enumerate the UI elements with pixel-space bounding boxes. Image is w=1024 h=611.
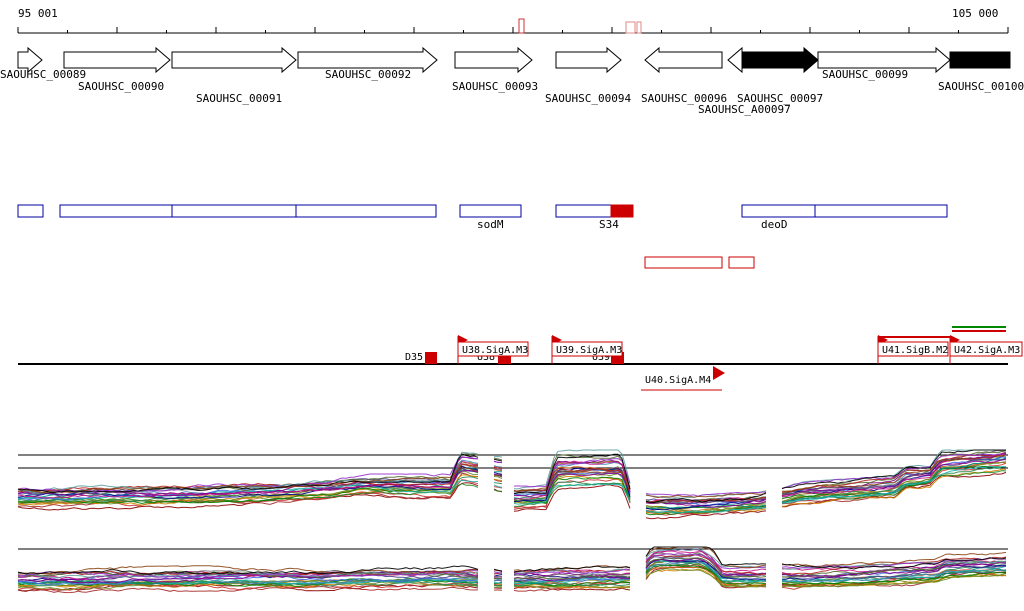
annotation-label: deoD: [761, 218, 788, 231]
tss-callout-box[interactable]: [877, 341, 949, 357]
expression-trace: [17, 453, 1007, 511]
expression-trace: [17, 462, 1007, 516]
gene-SAOUHSC_00099[interactable]: [817, 46, 951, 74]
annotation-box[interactable]: [59, 204, 437, 218]
expression-trace: [18, 557, 1007, 586]
gene-label: SAOUHSC_00096: [641, 92, 727, 105]
antisense-box[interactable]: [644, 256, 723, 269]
expression-trace: [17, 450, 1007, 504]
tss-feature-label: U39: [592, 352, 610, 363]
gene-SAOUHSC_00093[interactable]: [454, 46, 533, 74]
annotation-red-segment: [610, 204, 634, 218]
expression-trace: [17, 453, 1007, 504]
gene-label: SAOUHSC_00093: [452, 80, 538, 93]
expression-trace: [17, 453, 1007, 497]
annotation-label: sodM: [477, 218, 504, 231]
expression-trace: [17, 452, 1007, 503]
gene-SAOUHSC_00090[interactable]: [63, 46, 171, 74]
expression-trace: [17, 465, 1007, 514]
annotation-box[interactable]: [741, 204, 948, 218]
expression-trace: [17, 546, 1007, 575]
expression-trace: [17, 560, 1006, 587]
gene-SAOUHSC_00096[interactable]: [644, 46, 723, 74]
gene-SAOUHSC_00097[interactable]: [741, 46, 819, 74]
gene-SAOUHSC_00091[interactable]: [171, 46, 297, 74]
tss-callout-box[interactable]: [949, 341, 1023, 357]
gene-label: SAOUHSC_00089: [0, 68, 86, 81]
tss-callout-box[interactable]: [457, 341, 529, 357]
antisense-box[interactable]: [728, 256, 755, 269]
gene-SAOUHSC_00089[interactable]: [17, 46, 43, 74]
tss-callout-label: U42.SigA.M3: [954, 345, 1020, 356]
gene-label: SAOUHSC_00099: [822, 68, 908, 81]
gene-label: SAOUHSC_00100: [938, 80, 1024, 93]
gene-SAOUHSC_00094[interactable]: [555, 46, 622, 74]
annotation-box[interactable]: [459, 204, 522, 218]
ruler-feature-mark: [518, 18, 525, 34]
gene-label: SAOUHSC_00090: [78, 80, 164, 93]
expression-trace: [17, 546, 1007, 575]
ruler-end-label: 105 000: [952, 7, 999, 20]
tss-feature-label: U38: [477, 352, 495, 363]
expression-trace: [17, 449, 1006, 504]
tss-flag-icon: [713, 366, 725, 380]
tss-feature-label: D35: [405, 352, 423, 363]
expression-trace: [17, 553, 1007, 578]
expression-trace: [17, 552, 1007, 578]
tss-callout-label: U39.SigA.M3: [556, 345, 622, 356]
expression-trace: [17, 468, 1007, 515]
ruler-feature-mark: [636, 21, 642, 34]
gene-label: SAOUHSC_00092: [325, 68, 411, 81]
gene-SAOUHSC_00100[interactable]: [949, 51, 1011, 69]
gene-SAOUHSC_00092[interactable]: [297, 46, 438, 74]
tss-callout-label: U38.SigA.M3: [462, 345, 528, 356]
tss-callout-label: U41.SigB.M2: [882, 345, 948, 356]
tss-callout-box[interactable]: [551, 341, 623, 357]
gene-label: SAOUHSC_00094: [545, 92, 631, 105]
expression-trace: [17, 454, 1007, 499]
tss-callout-label: U40.SigA.M4: [645, 375, 711, 386]
expression-trace: [17, 461, 1007, 512]
annotation-label: S34: [599, 218, 619, 231]
gene-label: SAOUHSC_00097: [737, 92, 823, 105]
ruler-feature-mark: [625, 21, 636, 34]
ruler-start-label: 95 001: [18, 7, 58, 20]
gene-label: SAOUHSC_00091: [196, 92, 282, 105]
gene-label: SAOUHSC_A00097: [698, 103, 791, 116]
annotation-box[interactable]: [17, 204, 44, 218]
tss-feature-box[interactable]: [425, 352, 437, 364]
